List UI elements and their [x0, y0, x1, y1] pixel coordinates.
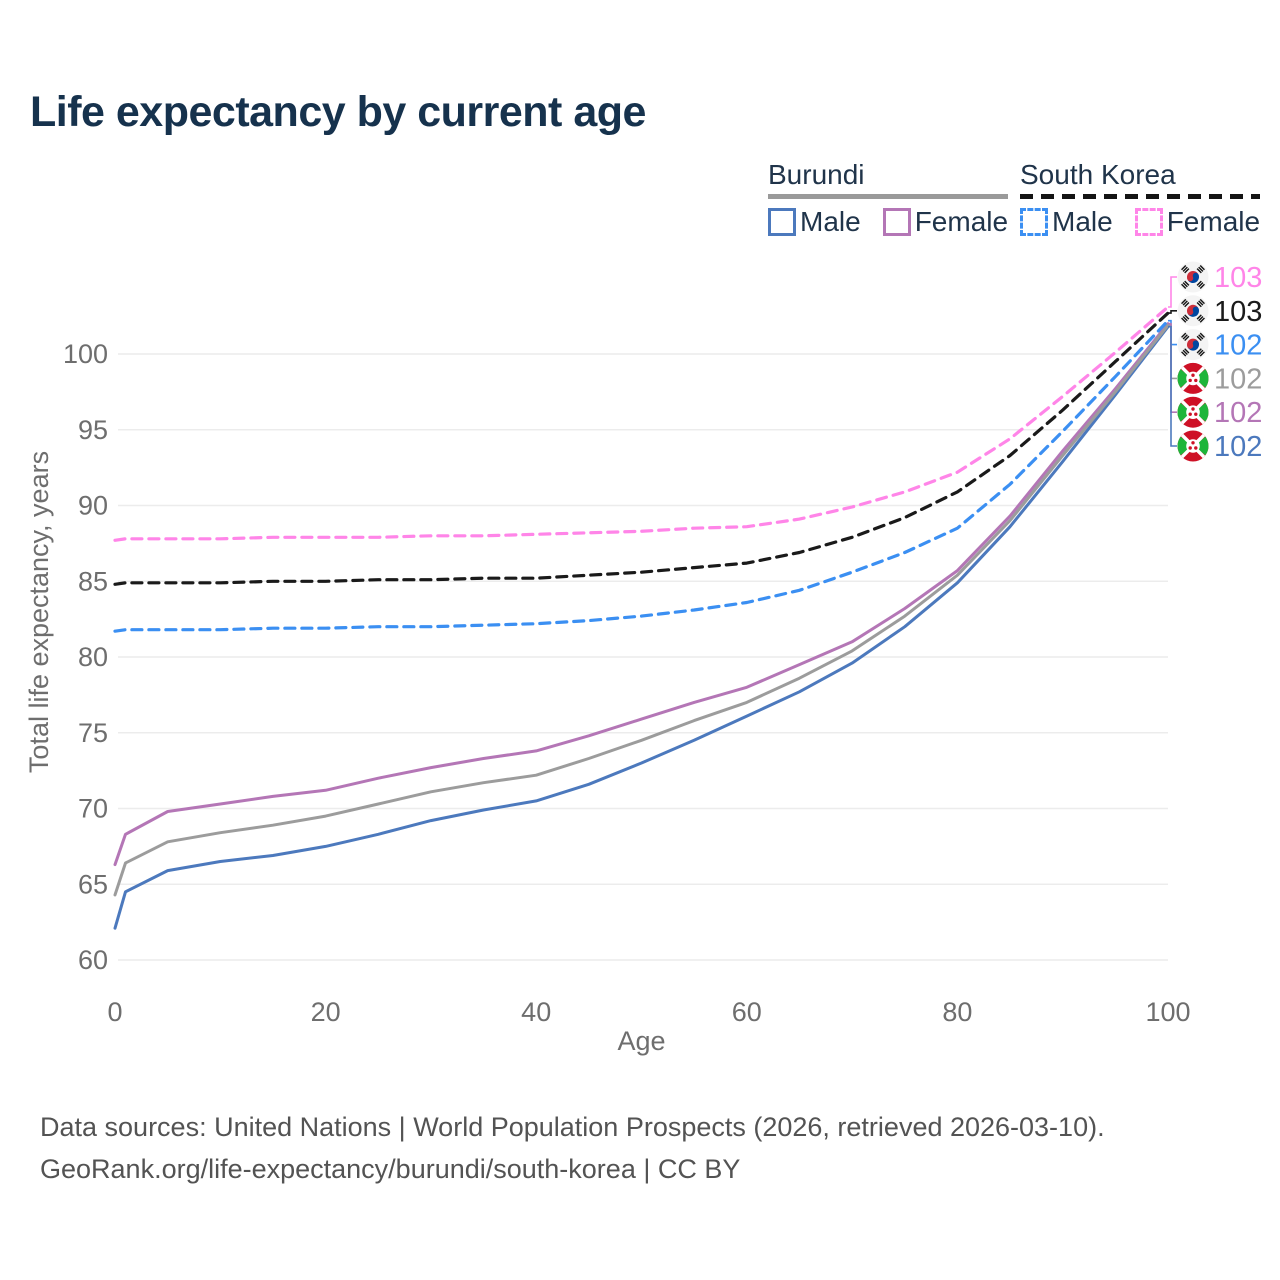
burundi-flag-icon: [1177, 430, 1209, 462]
burundi-flag-icon: [1177, 362, 1209, 394]
y-axis-title: Total life expectancy, years: [24, 451, 54, 773]
end-value-label: 103: [1214, 296, 1262, 328]
end-label-connector: [1168, 325, 1177, 447]
end-label-row-burundi-female: 102: [1168, 322, 1262, 429]
end-value-label: 102: [1214, 330, 1262, 362]
y-tick-label-100: 100: [63, 339, 108, 369]
x-axis-title: Age: [617, 1026, 665, 1056]
series-line-burundi-male[interactable]: [113, 325, 1170, 930]
page-title: Life expectancy by current age: [30, 88, 646, 136]
y-tick-label-95: 95: [78, 415, 108, 445]
legend-rule-south-korea-dashed-line: [1020, 193, 1261, 199]
end-label-row-south-korea-male: 102: [1168, 319, 1262, 362]
y-tick-label-85: 85: [78, 566, 108, 596]
x-tick-label-100: 100: [1145, 997, 1190, 1027]
legend-header-burundi: Burundi: [768, 159, 865, 190]
end-label-connector: [1168, 276, 1177, 308]
series-line-south-korea-female[interactable]: [113, 305, 1170, 542]
legend-item-label: Male: [1052, 205, 1113, 237]
legend-items-burundi: Male Female: [768, 206, 1008, 238]
legend-item-label: Female: [1166, 205, 1261, 237]
chart-canvas: 100 95 90 85 80 75 70 65 60 0 20 40 60 80 100 Age Total …: [24, 261, 1262, 1056]
x-tick-label-0: 0: [107, 997, 122, 1027]
legend-items-south-korea: Male Female: [1020, 206, 1260, 238]
legend-header-south-korea: South Korea: [1020, 159, 1176, 190]
end-label-row-south-korea-female: 103: [1168, 261, 1262, 308]
end-value-label: 103: [1214, 262, 1262, 294]
x-tick-label-40: 40: [521, 997, 551, 1027]
chart-footer: Data sources: United Nations | World Pop…: [40, 1106, 1105, 1190]
series-line-burundi-both-sexes[interactable]: [113, 323, 1170, 897]
south-korea-female-swatch-icon: [1134, 207, 1163, 236]
end-value-label: 102: [1214, 397, 1262, 429]
x-tick-label-20: 20: [311, 997, 341, 1027]
legend-group-south-korea: South Korea Male Female: [1020, 159, 1261, 238]
legend-item-label: Male: [800, 205, 861, 237]
legend-item-burundi-female[interactable]: Female: [882, 205, 1009, 238]
end-value-label: 102: [1214, 431, 1262, 463]
series-line-burundi-female[interactable]: [113, 322, 1170, 867]
burundi-flag-icon: [1177, 396, 1209, 428]
y-tick-label-60: 60: [78, 945, 108, 975]
x-tick-label-60: 60: [732, 997, 762, 1027]
y-tick-label-80: 80: [78, 642, 108, 672]
legend-item-south-korea-male[interactable]: Male: [1020, 206, 1113, 238]
end-label-row-burundi-male: 102: [1168, 325, 1262, 463]
legend-item-label: Female: [914, 205, 1009, 237]
south-korea-flag-icon: [1177, 295, 1209, 327]
legend-rule-burundi-solid-line: [768, 193, 1009, 199]
x-tick-label-80: 80: [942, 997, 972, 1027]
burundi-male-swatch-icon: [768, 207, 796, 236]
y-tick-label-75: 75: [78, 718, 108, 748]
end-label-row-south-korea-both-sexes: 103: [1168, 295, 1262, 328]
legend-item-south-korea-female[interactable]: Female: [1134, 205, 1261, 238]
y-tick-label-70: 70: [78, 794, 108, 824]
end-label-connector: [1168, 324, 1177, 380]
y-tick-label-90: 90: [78, 491, 108, 521]
end-label-row-burundi-both-sexes: 102: [1168, 324, 1262, 395]
legend: Burundi Male Female South Korea Male: [0, 159, 1280, 250]
burundi-female-swatch-icon: [882, 207, 911, 236]
end-value-label: 102: [1214, 363, 1262, 395]
attribution-line: GeoRank.org/life-expectancy/burundi/sout…: [40, 1154, 741, 1184]
end-label-connector: [1168, 310, 1177, 314]
south-korea-male-swatch-icon: [1020, 207, 1048, 236]
legend-item-burundi-male[interactable]: Male: [768, 206, 861, 238]
series-line-south-korea-both-sexes[interactable]: [113, 311, 1170, 586]
legend-group-burundi: Burundi Male Female: [768, 159, 1009, 238]
end-label-connector: [1168, 322, 1177, 413]
data-sources-line: Data sources: United Nations | World Pop…: [40, 1112, 1105, 1142]
y-tick-label-65: 65: [78, 869, 108, 899]
series-line-south-korea-male[interactable]: [113, 319, 1170, 633]
south-korea-flag-icon: [1177, 329, 1209, 361]
south-korea-flag-icon: [1177, 261, 1209, 293]
